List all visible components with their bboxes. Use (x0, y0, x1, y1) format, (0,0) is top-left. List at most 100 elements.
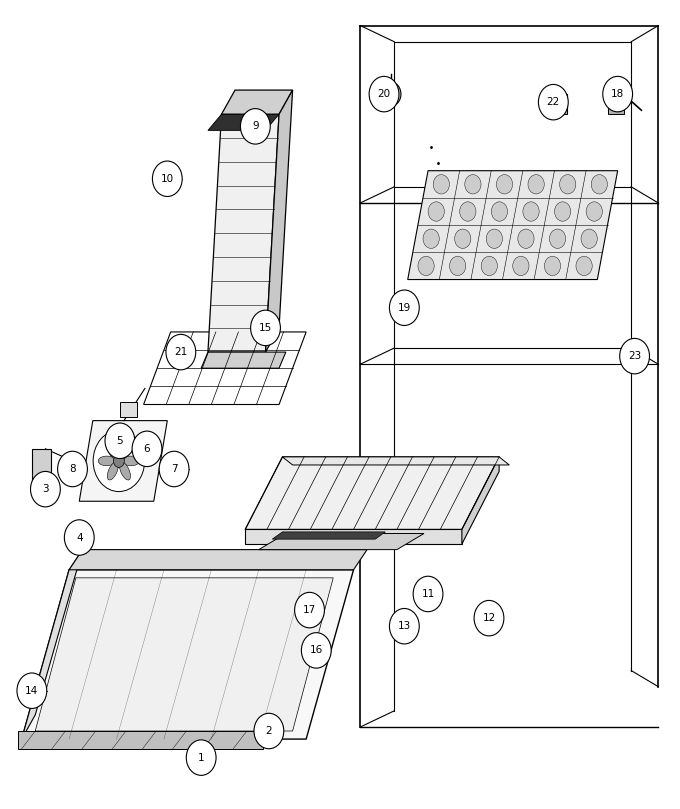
Polygon shape (408, 171, 617, 280)
Text: 2: 2 (266, 726, 272, 736)
Circle shape (513, 256, 529, 276)
Polygon shape (69, 549, 367, 570)
Text: 19: 19 (398, 303, 411, 313)
Circle shape (474, 600, 504, 636)
Polygon shape (208, 114, 279, 352)
Circle shape (460, 201, 476, 221)
Circle shape (586, 201, 602, 221)
Polygon shape (143, 332, 306, 404)
Circle shape (602, 76, 632, 112)
Circle shape (251, 310, 280, 345)
Text: 8: 8 (69, 464, 75, 474)
Circle shape (105, 423, 135, 459)
Circle shape (481, 256, 497, 276)
Circle shape (581, 229, 597, 248)
Ellipse shape (107, 462, 118, 480)
Polygon shape (35, 578, 333, 731)
Ellipse shape (122, 456, 139, 466)
Circle shape (464, 175, 481, 194)
Circle shape (159, 451, 189, 487)
Polygon shape (18, 731, 263, 749)
Text: 10: 10 (160, 174, 174, 184)
Circle shape (518, 229, 534, 248)
Circle shape (591, 175, 607, 194)
Circle shape (528, 175, 544, 194)
Circle shape (65, 520, 94, 555)
Text: 11: 11 (422, 589, 435, 599)
Polygon shape (265, 90, 292, 352)
Text: 4: 4 (76, 532, 82, 543)
Circle shape (413, 576, 443, 612)
Circle shape (496, 175, 513, 194)
Circle shape (390, 290, 420, 325)
Text: 5: 5 (116, 436, 123, 446)
Circle shape (492, 201, 507, 221)
Text: 13: 13 (398, 621, 411, 631)
Text: 16: 16 (309, 646, 323, 655)
Circle shape (449, 256, 466, 276)
Ellipse shape (120, 442, 131, 460)
FancyBboxPatch shape (120, 402, 137, 417)
Text: 20: 20 (377, 89, 390, 100)
Circle shape (114, 455, 124, 468)
Circle shape (166, 334, 196, 370)
Polygon shape (462, 457, 499, 544)
Text: 6: 6 (143, 444, 150, 454)
Circle shape (423, 229, 439, 248)
Circle shape (58, 451, 88, 487)
Text: 14: 14 (25, 686, 39, 696)
Circle shape (301, 633, 331, 668)
Polygon shape (245, 457, 499, 529)
FancyBboxPatch shape (32, 449, 51, 493)
Circle shape (428, 201, 444, 221)
FancyBboxPatch shape (398, 614, 415, 638)
Circle shape (386, 88, 396, 100)
Circle shape (294, 592, 324, 628)
Circle shape (381, 82, 401, 106)
Circle shape (186, 740, 216, 775)
Circle shape (560, 175, 576, 194)
FancyBboxPatch shape (607, 82, 624, 114)
Circle shape (418, 256, 435, 276)
Circle shape (609, 84, 626, 104)
Circle shape (254, 714, 284, 749)
Text: 7: 7 (171, 464, 177, 474)
Circle shape (433, 175, 449, 194)
Text: 23: 23 (628, 351, 641, 361)
Text: 18: 18 (611, 89, 624, 100)
Circle shape (486, 229, 503, 248)
FancyBboxPatch shape (557, 94, 567, 114)
Ellipse shape (98, 456, 115, 466)
Circle shape (390, 608, 420, 644)
Polygon shape (258, 533, 424, 549)
Polygon shape (22, 549, 83, 739)
Polygon shape (208, 114, 279, 130)
Circle shape (455, 229, 471, 248)
Circle shape (93, 430, 145, 492)
Circle shape (619, 338, 649, 374)
Circle shape (539, 84, 568, 120)
Circle shape (523, 201, 539, 221)
Text: 3: 3 (42, 484, 49, 494)
Circle shape (545, 256, 560, 276)
Text: 9: 9 (252, 121, 258, 131)
Circle shape (132, 431, 162, 467)
Ellipse shape (107, 442, 118, 460)
Text: 12: 12 (482, 613, 496, 623)
Text: 17: 17 (303, 605, 316, 615)
Circle shape (576, 256, 592, 276)
Polygon shape (272, 532, 386, 539)
Polygon shape (245, 529, 462, 544)
Polygon shape (222, 90, 292, 114)
Text: 22: 22 (547, 97, 560, 107)
Circle shape (241, 108, 270, 144)
Polygon shape (201, 352, 286, 368)
Text: 1: 1 (198, 752, 205, 763)
Circle shape (369, 76, 399, 112)
Text: 15: 15 (259, 323, 272, 333)
Polygon shape (22, 570, 354, 739)
Ellipse shape (120, 462, 131, 480)
Circle shape (152, 161, 182, 197)
Circle shape (17, 673, 47, 709)
Circle shape (549, 229, 566, 248)
